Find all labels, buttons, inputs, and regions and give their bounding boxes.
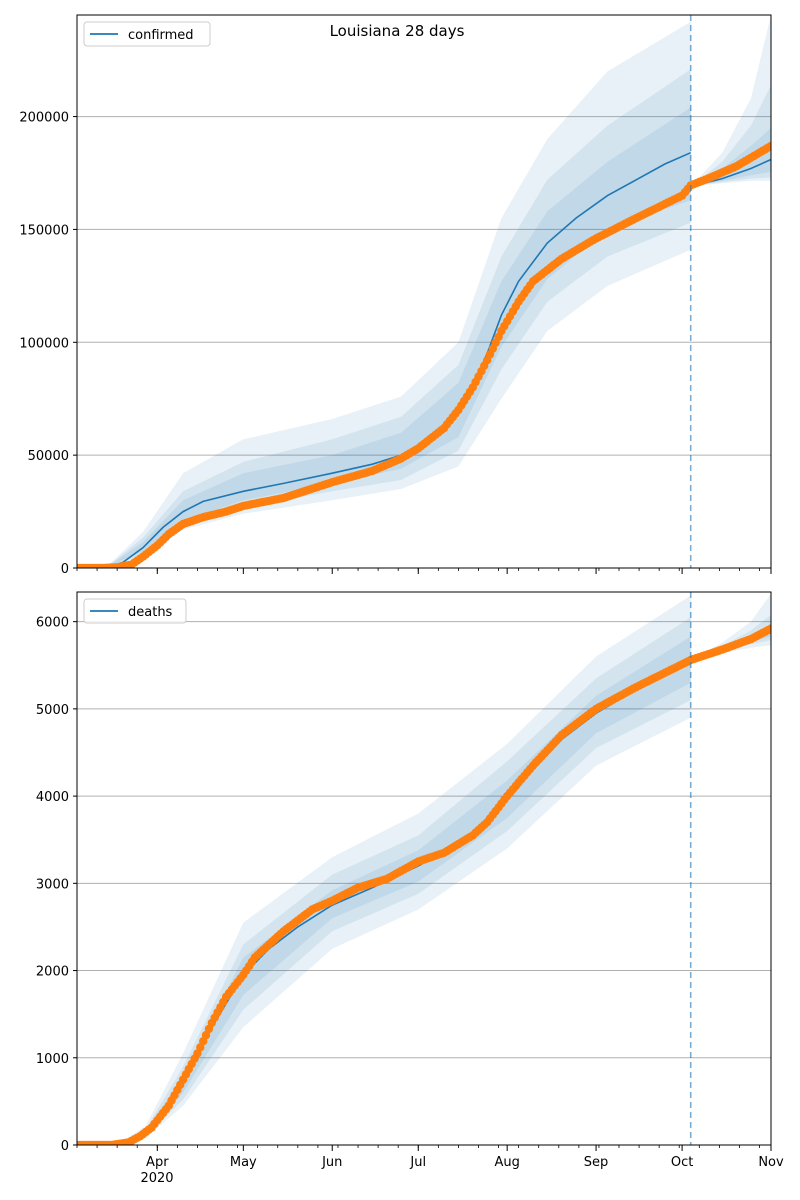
uncertainty-band — [77, 21, 691, 568]
plot-area — [77, 15, 771, 568]
x-tick-label: Jun — [321, 1155, 342, 1170]
x-tick-label: Oct — [671, 1155, 693, 1170]
y-tick-label: 4000 — [36, 790, 69, 805]
plot-frame — [76, 14, 772, 569]
x-tick-label: Nov — [758, 1155, 784, 1170]
legend-box — [83, 598, 187, 624]
plot-frame — [76, 591, 772, 1146]
confirmed-panel: 0 50000 100000 150000 200000 confirmed — [19, 14, 772, 577]
deaths-panel: 0 1000 2000 3000 4000 5000 6000 Apr May Jun Jul Aug… — [36, 591, 784, 1170]
x-tick-label: May — [230, 1155, 257, 1170]
y-tick-label: 0 — [61, 562, 69, 577]
x-year-label: 2020 — [140, 1171, 173, 1186]
x-tick-label: Apr — [146, 1155, 169, 1170]
observed-point — [766, 624, 771, 633]
x-tick-label: Sep — [584, 1155, 609, 1170]
y-tick-label: 5000 — [36, 703, 69, 718]
legend: confirmed — [83, 21, 211, 47]
y-tick-label: 200000 — [19, 111, 69, 126]
x-tick-label: Aug — [494, 1155, 519, 1170]
y-tick-label: 50000 — [28, 449, 69, 464]
uncertainty-band — [77, 107, 691, 568]
legend: deaths — [83, 598, 187, 624]
uncertainty-band — [77, 595, 691, 1145]
forecast-uncertainty-band — [690, 127, 771, 187]
y-tick-label: 2000 — [36, 965, 69, 980]
observed-point — [766, 141, 771, 151]
legend-label: confirmed — [128, 28, 194, 43]
legend-box — [83, 21, 211, 47]
plot-area — [77, 593, 771, 1145]
uncertainty-band — [77, 69, 691, 568]
forecast-uncertainty-band — [690, 593, 771, 660]
y-tick-label: 1000 — [36, 1052, 69, 1067]
forecast-uncertainty-band — [690, 15, 771, 187]
y-tick-label: 0 — [61, 1139, 69, 1154]
legend-label: deaths — [128, 605, 173, 620]
uncertainty-band — [77, 636, 691, 1145]
y-tick-label: 6000 — [36, 616, 69, 631]
y-tick-label: 100000 — [19, 336, 69, 351]
x-tick-label: Jul — [409, 1155, 426, 1170]
y-tick-label: 150000 — [19, 223, 69, 238]
chart-title: Louisiana 28 days — [330, 22, 465, 40]
y-tick-label: 3000 — [36, 877, 69, 892]
